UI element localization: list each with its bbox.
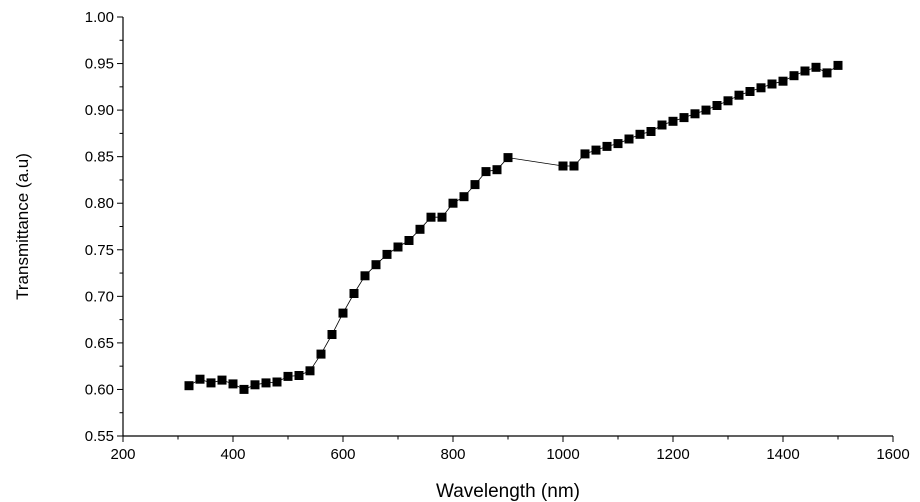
data-point-marker — [833, 60, 843, 70]
x-tick-label: 600 — [330, 446, 355, 463]
axes: 200 400 600 800 1000 1200 1400 1600 0.55 0.60 0.65… — [85, 9, 910, 463]
data-point-marker — [239, 384, 249, 394]
data-point-marker — [558, 161, 568, 171]
data-point-marker — [492, 165, 502, 175]
data-point-marker — [338, 308, 348, 318]
data-point-marker — [624, 134, 634, 144]
data-point-marker — [591, 145, 601, 155]
data-point-marker — [646, 127, 656, 136]
y-tick-label: 1.00 — [85, 9, 114, 26]
data-point-marker — [261, 378, 271, 388]
y-tick-label: 0.80 — [85, 195, 114, 212]
x-tick-label: 1200 — [656, 446, 689, 463]
data-point-marker — [569, 161, 579, 171]
data-point-marker — [360, 271, 370, 281]
data-point-marker — [349, 289, 359, 298]
data-point-marker — [437, 212, 447, 222]
series-line — [188, 65, 839, 390]
data-point-marker — [371, 260, 381, 270]
data-point-marker — [745, 87, 755, 96]
x-tick-label: 1600 — [876, 446, 909, 463]
data-point-marker — [459, 192, 469, 202]
data-point-marker — [800, 66, 810, 76]
data-point-marker — [272, 377, 282, 387]
data-point-marker — [283, 371, 293, 381]
y-tick-label: 0.75 — [85, 242, 114, 259]
data-point-marker — [228, 379, 238, 389]
data-point-marker — [448, 198, 458, 208]
y-tick-label: 0.70 — [85, 288, 114, 305]
data-point-marker — [382, 249, 392, 259]
data-point-marker — [690, 109, 700, 119]
data-point-marker — [712, 101, 722, 110]
data-point-marker — [503, 153, 513, 163]
y-axis-title: Transmittance (a.u) — [13, 153, 32, 300]
x-tick-label: 200 — [110, 446, 135, 463]
data-point-marker — [184, 381, 194, 391]
y-tick-label: 0.90 — [85, 102, 114, 119]
y-tick-label: 0.85 — [85, 149, 114, 166]
y-tick-label: 0.55 — [85, 428, 114, 445]
data-point-marker — [734, 90, 744, 100]
data-point-marker — [217, 375, 227, 385]
data-point-marker — [668, 116, 678, 126]
x-tick-label: 1400 — [766, 446, 799, 463]
data-point-marker — [602, 141, 612, 151]
data-point-marker — [811, 62, 821, 72]
data-point-marker — [723, 96, 733, 106]
y-tick-label: 0.65 — [85, 335, 114, 352]
data-point-marker — [822, 68, 832, 78]
data-point-marker — [481, 167, 491, 177]
data-point-marker — [679, 113, 689, 123]
data-point-marker — [635, 129, 645, 139]
data-point-marker — [756, 83, 766, 93]
x-tick-label: 1000 — [546, 446, 579, 463]
data-point-marker — [613, 139, 623, 149]
data-point-marker — [767, 79, 777, 89]
data-point-marker — [426, 212, 436, 222]
data-point-marker — [580, 149, 590, 159]
data-point-marker — [250, 380, 260, 390]
y-tick-label: 0.60 — [85, 381, 114, 398]
data-point-marker — [195, 374, 205, 384]
x-tick-label: 800 — [440, 446, 465, 463]
data-point-marker — [789, 71, 799, 81]
data-point-marker — [470, 180, 480, 190]
data-point-marker — [294, 371, 304, 380]
data-point-marker — [404, 236, 414, 245]
data-point-marker — [206, 378, 216, 388]
data-point-marker — [415, 224, 425, 234]
data-point-marker — [778, 76, 788, 86]
x-tick-label: 400 — [220, 446, 245, 463]
data-point-marker — [701, 105, 711, 115]
x-axis-title: Wavelength (nm) — [436, 481, 580, 502]
data-point-marker — [327, 330, 337, 339]
y-tick-label: 0.95 — [85, 56, 114, 73]
data-point-marker — [316, 349, 326, 359]
data-point-marker — [305, 366, 315, 376]
data-point-marker — [657, 120, 667, 130]
data-point-marker — [393, 242, 403, 252]
plot-area — [184, 60, 843, 394]
